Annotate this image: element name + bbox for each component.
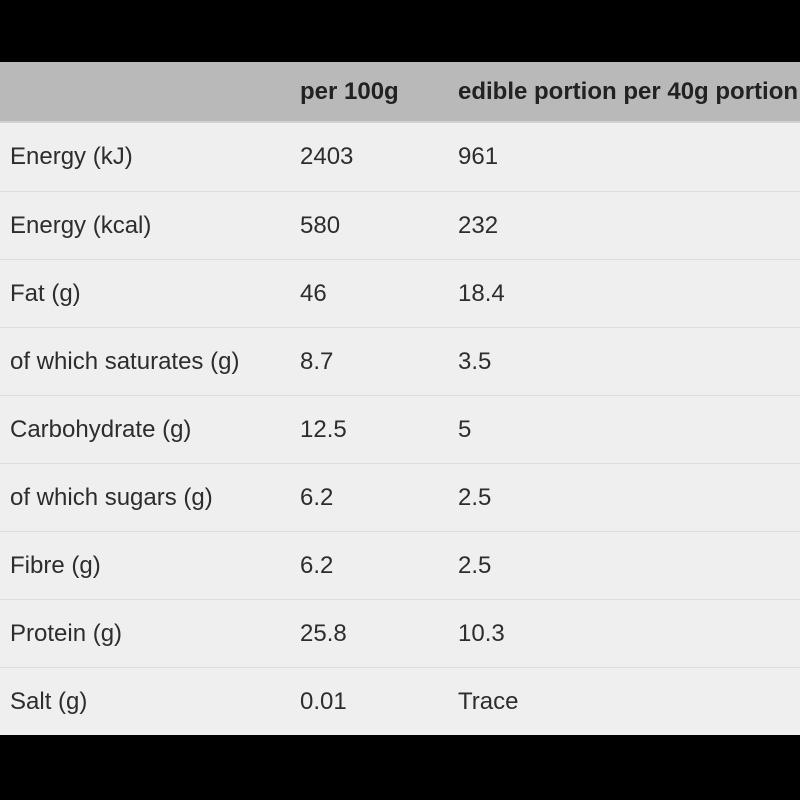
row-per-100g-value: 12.5 bbox=[300, 415, 347, 443]
row-per-portion-value: 5 bbox=[458, 415, 472, 443]
table-row-sugars: of which sugars (g) 6.2 2.5 bbox=[0, 463, 800, 531]
table-row-energy-kcal: Energy (kcal) 580 232 bbox=[0, 191, 800, 259]
nutrition-table: per 100g edible portion per 40g portion … bbox=[0, 62, 800, 735]
row-label: Protein (g) bbox=[10, 619, 123, 647]
header-per-100g: per 100g bbox=[300, 77, 399, 105]
row-per-100g-value: 6.2 bbox=[300, 551, 334, 579]
row-per-portion-value: 232 bbox=[458, 211, 499, 239]
row-per-portion-value: Trace bbox=[458, 687, 519, 715]
row-label: Salt (g) bbox=[10, 687, 88, 715]
table-row-saturates: of which saturates (g) 8.7 3.5 bbox=[0, 327, 800, 395]
header-per-portion: edible portion per 40g portion bbox=[458, 77, 799, 105]
table-row-fat: Fat (g) 46 18.4 bbox=[0, 259, 800, 327]
table-header-row: per 100g edible portion per 40g portion bbox=[0, 62, 800, 123]
table-row-protein: Protein (g) 25.8 10.3 bbox=[0, 599, 800, 667]
letterbox-bottom bbox=[0, 735, 800, 800]
row-label: of which sugars (g) bbox=[10, 483, 213, 511]
table-row-carbohydrate: Carbohydrate (g) 12.5 5 bbox=[0, 395, 800, 463]
row-label: Fat (g) bbox=[10, 279, 81, 307]
row-per-100g-value: 580 bbox=[300, 211, 341, 239]
row-per-100g-value: 0.01 bbox=[300, 687, 347, 715]
row-per-100g-value: 25.8 bbox=[300, 619, 347, 647]
row-label: Fibre (g) bbox=[10, 551, 101, 579]
row-label: of which saturates (g) bbox=[10, 347, 240, 375]
row-per-100g-value: 6.2 bbox=[300, 483, 334, 511]
row-label: Energy (kJ) bbox=[10, 143, 133, 170]
row-per-100g-value: 46 bbox=[300, 279, 327, 307]
row-label: Carbohydrate (g) bbox=[10, 415, 192, 443]
table-row-energy-kj: Energy (kJ) 2403 961 bbox=[0, 123, 800, 191]
row-per-portion-value: 3.5 bbox=[458, 347, 492, 375]
table-row-fibre: Fibre (g) 6.2 2.5 bbox=[0, 531, 800, 599]
table-row-salt: Salt (g) 0.01 Trace bbox=[0, 667, 800, 735]
row-per-portion-value: 961 bbox=[458, 143, 499, 170]
row-per-portion-value: 2.5 bbox=[458, 551, 492, 579]
row-per-100g-value: 8.7 bbox=[300, 347, 334, 375]
row-per-portion-value: 2.5 bbox=[458, 483, 492, 511]
row-per-portion-value: 18.4 bbox=[458, 279, 505, 307]
letterbox-top bbox=[0, 0, 800, 62]
row-per-portion-value: 10.3 bbox=[458, 619, 505, 647]
row-per-100g-value: 2403 bbox=[300, 143, 354, 170]
row-label: Energy (kcal) bbox=[10, 211, 152, 239]
